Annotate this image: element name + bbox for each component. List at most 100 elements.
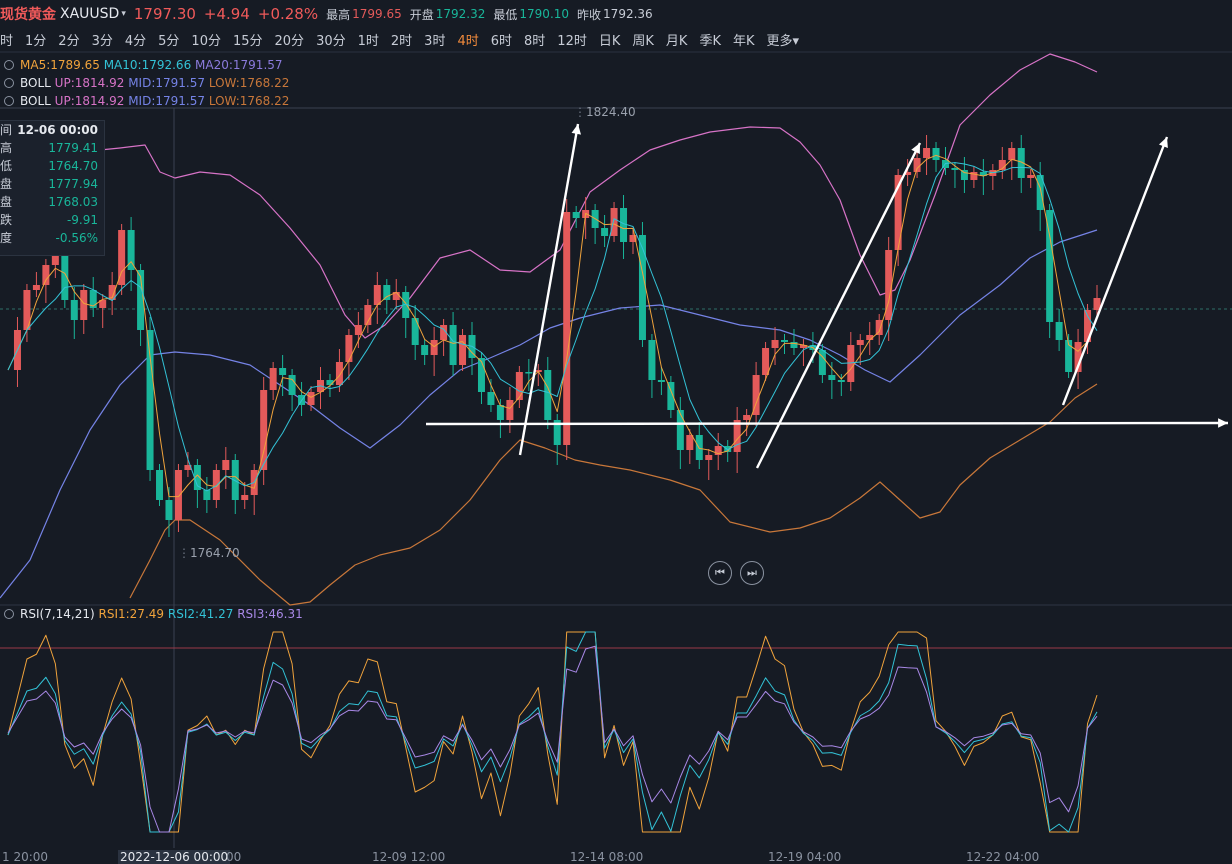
settings-gear-icon[interactable]	[4, 60, 14, 70]
candle-body	[544, 370, 552, 420]
trend-arrow-3-head	[1158, 137, 1168, 148]
prev-close-value: 1792.36	[603, 7, 653, 21]
boll-name: BOLL	[20, 94, 51, 108]
skip-forward-icon[interactable]: ⏭	[740, 561, 764, 585]
candle-body	[1093, 298, 1101, 310]
candle-body	[932, 148, 940, 160]
info-value: 1764.70	[48, 159, 98, 173]
info-value: 12-06 00:00	[17, 123, 98, 137]
high-label: 最高	[326, 7, 351, 22]
boll-mid: MID:1791.57	[128, 76, 205, 90]
candle-body	[241, 495, 249, 500]
period-tab[interactable]: 更多▾	[766, 33, 800, 49]
candle-body	[231, 460, 239, 500]
candle-body	[714, 446, 722, 455]
candle-body	[894, 175, 902, 250]
instrument-name[interactable]: 现货黄金	[0, 7, 56, 23]
info-key: 低	[0, 159, 13, 173]
candle-body	[373, 285, 381, 305]
instrument-symbol[interactable]: XAUUSD	[60, 6, 120, 22]
period-tab[interactable]: 20分	[274, 33, 305, 49]
period-tab[interactable]: 30分	[316, 33, 346, 49]
candle-body	[449, 325, 457, 365]
candle-body	[269, 368, 277, 390]
period-tab[interactable]: 5分	[158, 33, 180, 49]
x-tick-label: 12-19 04:00	[768, 850, 842, 864]
settings-gear-icon[interactable]	[4, 78, 14, 88]
period-tab[interactable]: 日K	[598, 33, 621, 49]
low-value: 1790.10	[519, 7, 570, 21]
ma10-value: MA10:1792.66	[103, 58, 192, 72]
candle-body	[364, 305, 372, 325]
settings-gear-icon[interactable]	[4, 609, 14, 619]
candle-body	[212, 470, 220, 500]
candle-body	[752, 375, 760, 415]
candle-body	[629, 235, 637, 242]
candle-body	[1084, 310, 1092, 342]
info-value: 1779.41	[48, 141, 98, 155]
info-row: 跌 -9.91	[0, 211, 104, 229]
symbol-dropdown-icon[interactable]: ▾	[121, 9, 126, 19]
ma5-value: MA5:1789.65	[20, 58, 100, 72]
open-label: 开盘	[409, 7, 434, 22]
period-tab[interactable]: 1分	[25, 33, 47, 49]
x-tick-label: 12-14 08:00	[570, 850, 644, 864]
info-key: 间	[0, 123, 13, 137]
skip-back-icon[interactable]: ⏮	[708, 561, 732, 585]
x-tick-label: 12-22 04:00	[966, 850, 1040, 864]
rsi1-value: RSI1:27.49	[98, 607, 165, 621]
candle-body	[923, 148, 931, 158]
low-label: 最低	[493, 7, 518, 22]
period-tab[interactable]: 季K	[699, 33, 721, 49]
period-tab[interactable]: 月K	[665, 33, 688, 49]
candle-body	[1055, 322, 1063, 340]
candle-body	[487, 392, 495, 405]
period-tab[interactable]: 3分	[91, 33, 113, 49]
candle-body	[790, 342, 798, 348]
boll-up: UP:1814.92	[54, 76, 125, 90]
candle-body	[108, 285, 116, 300]
candle-body	[421, 345, 429, 355]
trend-arrow-3	[1061, 136, 1169, 406]
candle-body	[440, 325, 448, 340]
candle-body	[866, 335, 874, 340]
period-tab[interactable]: 10分	[191, 33, 221, 49]
period-tab[interactable]: 2分	[58, 33, 80, 49]
period-tab[interactable]: 8时	[524, 33, 546, 49]
period-tab[interactable]: 15分	[232, 33, 263, 49]
open-value: 1792.32	[435, 7, 486, 21]
candle-body	[686, 435, 694, 450]
period-tab[interactable]: 4时	[457, 33, 479, 49]
candle-body	[260, 390, 268, 470]
candle-body	[676, 410, 684, 450]
boll-up: UP:1814.92	[54, 94, 125, 108]
period-tab[interactable]: 2时	[390, 33, 413, 49]
candle-body	[705, 455, 713, 460]
boll-name: BOLL	[20, 76, 51, 90]
x-tick-label: 00	[226, 850, 242, 864]
period-tab[interactable]: 时	[0, 33, 14, 49]
period-tab[interactable]: 1时	[357, 33, 379, 49]
period-tab[interactable]: 4分	[124, 33, 147, 49]
info-row: 高 1779.41	[0, 139, 104, 157]
rsi2-value: RSI2:41.27	[167, 607, 234, 621]
period-tab[interactable]: 3时	[424, 33, 446, 49]
candle-body	[781, 340, 789, 342]
candle-body	[620, 208, 628, 242]
boll-mid: MID:1791.57	[128, 94, 205, 108]
candle-body	[724, 446, 732, 452]
period-tab[interactable]: 周K	[632, 33, 654, 49]
period-tab[interactable]: 6时	[490, 33, 513, 49]
ma10-line	[7, 162, 1098, 492]
candle-body	[1017, 148, 1025, 178]
candle-body	[13, 330, 21, 370]
candle-body	[525, 372, 533, 374]
period-tab[interactable]: 年K	[732, 33, 755, 49]
settings-gear-icon[interactable]	[4, 96, 14, 106]
x-tick-label: 12-09 12:00	[372, 850, 446, 864]
period-tab[interactable]: 12时	[557, 33, 587, 49]
info-value: -9.91	[66, 213, 98, 227]
candle-body	[174, 470, 182, 520]
candle-body	[553, 420, 561, 445]
